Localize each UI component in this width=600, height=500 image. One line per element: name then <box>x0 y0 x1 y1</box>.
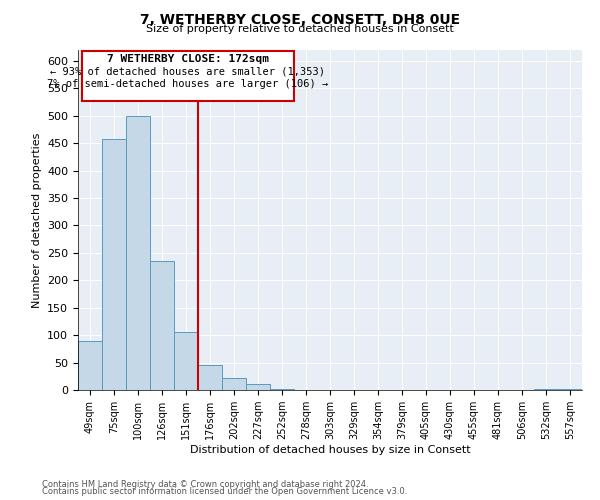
Text: 7% of semi-detached houses are larger (106) →: 7% of semi-detached houses are larger (1… <box>47 79 328 89</box>
Bar <box>246 384 270 390</box>
Bar <box>102 140 126 390</box>
Text: 7 WETHERBY CLOSE: 172sqm: 7 WETHERBY CLOSE: 172sqm <box>107 54 269 64</box>
Bar <box>222 378 246 390</box>
FancyBboxPatch shape <box>82 51 294 101</box>
Text: Contains HM Land Registry data © Crown copyright and database right 2024.: Contains HM Land Registry data © Crown c… <box>42 480 368 489</box>
Text: Size of property relative to detached houses in Consett: Size of property relative to detached ho… <box>146 24 454 34</box>
Bar <box>198 365 222 390</box>
Bar <box>126 116 150 390</box>
Bar <box>174 332 198 390</box>
Y-axis label: Number of detached properties: Number of detached properties <box>32 132 41 308</box>
Bar <box>78 340 102 390</box>
Bar <box>150 260 174 390</box>
X-axis label: Distribution of detached houses by size in Consett: Distribution of detached houses by size … <box>190 445 470 455</box>
Text: ← 93% of detached houses are smaller (1,353): ← 93% of detached houses are smaller (1,… <box>50 67 325 77</box>
Text: Contains public sector information licensed under the Open Government Licence v3: Contains public sector information licen… <box>42 487 407 496</box>
Text: 7, WETHERBY CLOSE, CONSETT, DH8 0UE: 7, WETHERBY CLOSE, CONSETT, DH8 0UE <box>140 12 460 26</box>
